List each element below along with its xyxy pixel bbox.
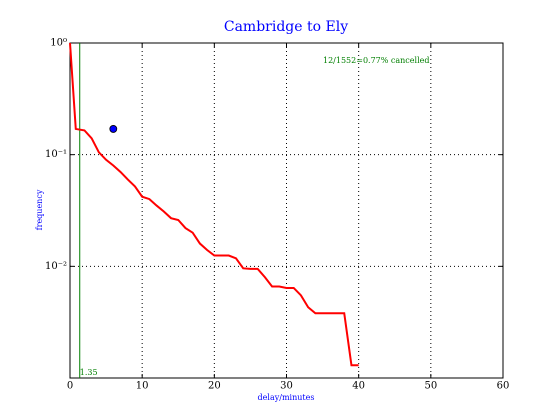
x-tick-label: 10 [136,381,149,392]
y-axis-label: frequency [35,189,44,230]
annotation: 12/1552=0.77% cancelled [323,56,429,65]
x-tick-label: 30 [280,381,293,392]
plot-frame [69,42,504,379]
x-tick-label: 50 [424,381,437,392]
x-axis-label: delay/minutes [258,393,315,402]
x-tick-label: 20 [208,381,221,392]
data-point [109,125,118,133]
chart-title: Cambridge to Ely [224,19,348,35]
data-line [69,42,359,367]
x-tick-label: 0 [67,381,73,392]
y-tick-label: 10⁻¹ [45,149,67,160]
x-tick-label: 60 [497,381,510,392]
y-tick-label: 10⁰ [50,38,67,49]
reference-label: 1.35 [80,368,98,377]
y-tick-label: 10⁻² [45,261,67,272]
x-tick-label: 40 [352,381,365,392]
